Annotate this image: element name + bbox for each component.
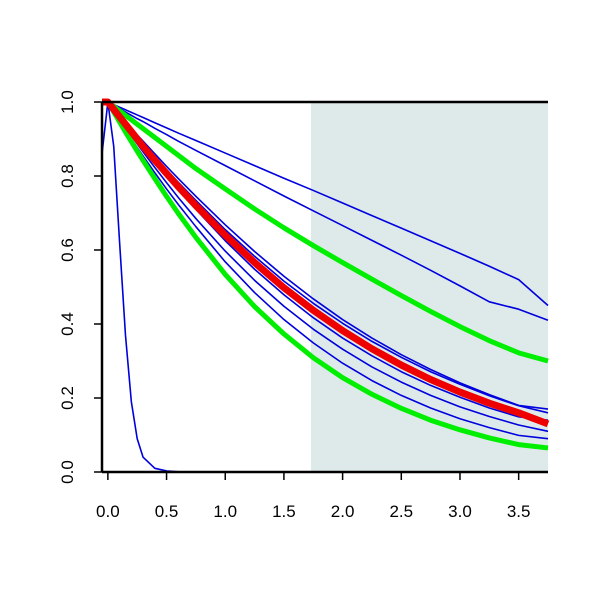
x-tick-label: 1.0 bbox=[213, 502, 237, 521]
x-tick-label: 0.0 bbox=[96, 502, 120, 521]
series-line-11 bbox=[102, 98, 550, 428]
y-tick-label: 0.6 bbox=[58, 238, 77, 262]
series-line-10 bbox=[102, 99, 549, 451]
x-tick-label: 3.5 bbox=[507, 502, 531, 521]
series-group bbox=[101, 98, 550, 473]
y-tick-label: 0.0 bbox=[58, 460, 77, 484]
series-line-9 bbox=[102, 99, 549, 364]
x-tick-label: 0.5 bbox=[155, 502, 179, 521]
x-tick-label: 2.5 bbox=[389, 502, 413, 521]
y-tick-label: 0.8 bbox=[58, 164, 77, 188]
axes-group: 0.0 0.5 1.0 1.5 2.0 2.5 3.0 3.5 0.0 0.2 0.4 0.6 0.8 1… bbox=[58, 90, 548, 521]
shaded-region bbox=[310, 102, 548, 472]
x-tick-label: 2.0 bbox=[331, 502, 355, 521]
y-tick-label: 0.4 bbox=[58, 312, 77, 336]
y-tick-label: 0.2 bbox=[58, 386, 77, 410]
x-tick-label: 1.5 bbox=[272, 502, 296, 521]
x-tick-label: 3.0 bbox=[448, 502, 472, 521]
series-line-3 bbox=[102, 101, 549, 322]
y-tick-label: 1.0 bbox=[58, 90, 77, 114]
series-line-2 bbox=[102, 101, 549, 307]
